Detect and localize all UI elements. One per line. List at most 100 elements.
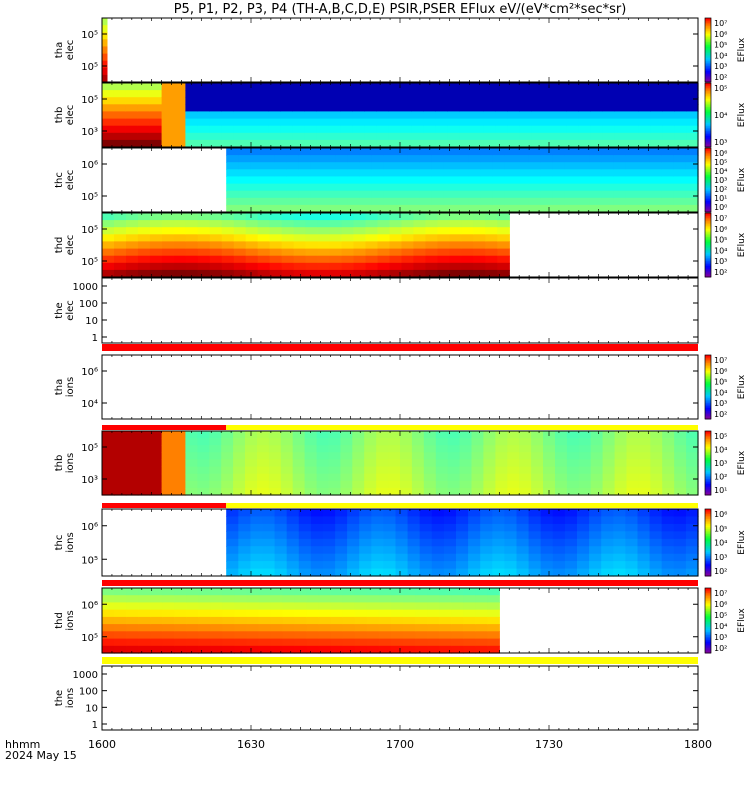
heatmap-cell <box>637 197 651 206</box>
heatmap-cell <box>543 480 556 489</box>
heatmap-cell <box>257 213 271 221</box>
heatmap-cell <box>673 197 687 206</box>
colorbar-swatch <box>705 184 711 187</box>
probe-label: ions <box>65 610 76 630</box>
colorbar-swatch <box>705 542 711 545</box>
heatmap-cell <box>197 83 210 91</box>
heatmap-cell <box>354 624 368 632</box>
heatmap-cell <box>305 262 319 271</box>
heatmap-cell <box>316 139 330 148</box>
heatmap-cell <box>395 553 409 562</box>
heatmap-cell <box>125 459 139 468</box>
heatmap-cell <box>661 183 675 192</box>
y-tick-label: 10 <box>85 703 98 714</box>
colorbar-swatch <box>705 107 711 110</box>
heatmap-cell <box>281 255 295 264</box>
colorbar-swatch <box>705 77 711 80</box>
heatmap-cell <box>359 190 372 199</box>
heatmap-cell <box>388 473 401 482</box>
colorbar-swatch <box>705 404 711 407</box>
heatmap-cell <box>552 538 566 547</box>
heatmap-cell <box>495 90 508 98</box>
heatmap-cell <box>114 234 127 242</box>
colorbar-swatch <box>705 74 711 77</box>
heatmap-cell <box>310 561 324 570</box>
heatmap-cell <box>649 162 663 170</box>
heatmap-cell <box>614 104 628 112</box>
heatmap-cell <box>209 125 222 134</box>
heatmap-cell <box>102 459 115 468</box>
heatmap-cell <box>209 234 223 242</box>
heatmap-cell <box>485 262 498 271</box>
heatmap-cell <box>222 645 235 654</box>
heatmap-cell <box>371 561 384 570</box>
heatmap-cell <box>268 125 282 134</box>
heatmap-cell <box>221 452 234 460</box>
heatmap-cell <box>589 155 602 163</box>
colorbar-swatch <box>705 610 711 613</box>
heatmap-cell <box>126 638 139 647</box>
heatmap-cell <box>364 83 377 91</box>
colorbar-swatch <box>705 622 711 625</box>
heatmap-cell <box>282 616 296 625</box>
colorbar-swatch <box>705 356 711 359</box>
heatmap-cell <box>353 213 367 221</box>
heatmap-cell <box>507 90 520 98</box>
heatmap-cell <box>407 204 421 213</box>
heatmap-cell <box>601 553 614 562</box>
heatmap-cell <box>495 118 508 127</box>
heatmap-cell <box>602 111 616 120</box>
heatmap-cell <box>403 624 416 632</box>
heatmap-cell <box>555 132 568 141</box>
colorbar-tick-label: 10⁴ <box>714 388 727 397</box>
heatmap-cell <box>162 602 175 611</box>
heatmap-cell <box>274 516 288 525</box>
heatmap-cell <box>137 220 151 228</box>
heatmap-cell <box>186 602 199 611</box>
colorbar-tick-label: 10⁶ <box>714 367 727 376</box>
heatmap-cell <box>487 616 500 625</box>
heatmap-cell <box>613 509 626 517</box>
heatmap-cell <box>234 609 247 618</box>
heatmap-cell <box>105 25 107 33</box>
heatmap-cell <box>292 97 306 105</box>
colorbar-swatch <box>705 466 711 469</box>
heatmap-cell <box>149 241 163 250</box>
heatmap-cell <box>150 609 163 618</box>
colorbar-swatch <box>705 387 711 390</box>
heatmap-cell <box>516 176 530 185</box>
heatmap-cell <box>435 487 449 496</box>
heatmap-cell <box>378 616 392 625</box>
heatmap-cell <box>149 487 163 496</box>
heatmap-cell <box>459 487 473 496</box>
colorbar-swatch <box>705 249 711 252</box>
heatmap-cell <box>447 466 461 475</box>
heatmap-cell <box>495 111 508 120</box>
heatmap-cell <box>197 487 210 496</box>
heatmap-cell <box>543 118 556 127</box>
heatmap-cell <box>431 155 445 163</box>
colorbar-swatch <box>705 149 711 152</box>
heatmap-cell <box>330 609 344 618</box>
heatmap-cell <box>137 83 151 91</box>
heatmap-cell <box>221 118 234 127</box>
heatmap-cell <box>431 546 445 555</box>
heatmap-cell <box>383 538 397 547</box>
heatmap-cell <box>480 162 493 170</box>
heatmap-cell <box>543 452 556 460</box>
heatmap-cell <box>138 616 151 625</box>
heatmap-cell <box>270 602 284 611</box>
colorbar-swatch <box>705 440 711 443</box>
heatmap-cell <box>185 132 198 141</box>
colorbar-swatch <box>705 251 711 254</box>
heatmap-cell <box>298 155 312 163</box>
heatmap-cell <box>274 523 288 532</box>
heatmap-cell <box>126 255 139 264</box>
heatmap-cell <box>439 624 452 632</box>
heatmap-cell <box>306 631 320 640</box>
heatmap-cell <box>383 523 397 532</box>
heatmap-cell <box>102 111 115 120</box>
heatmap-cell <box>540 516 554 525</box>
heatmap-cell <box>471 90 484 98</box>
heatmap-cell <box>483 445 496 453</box>
